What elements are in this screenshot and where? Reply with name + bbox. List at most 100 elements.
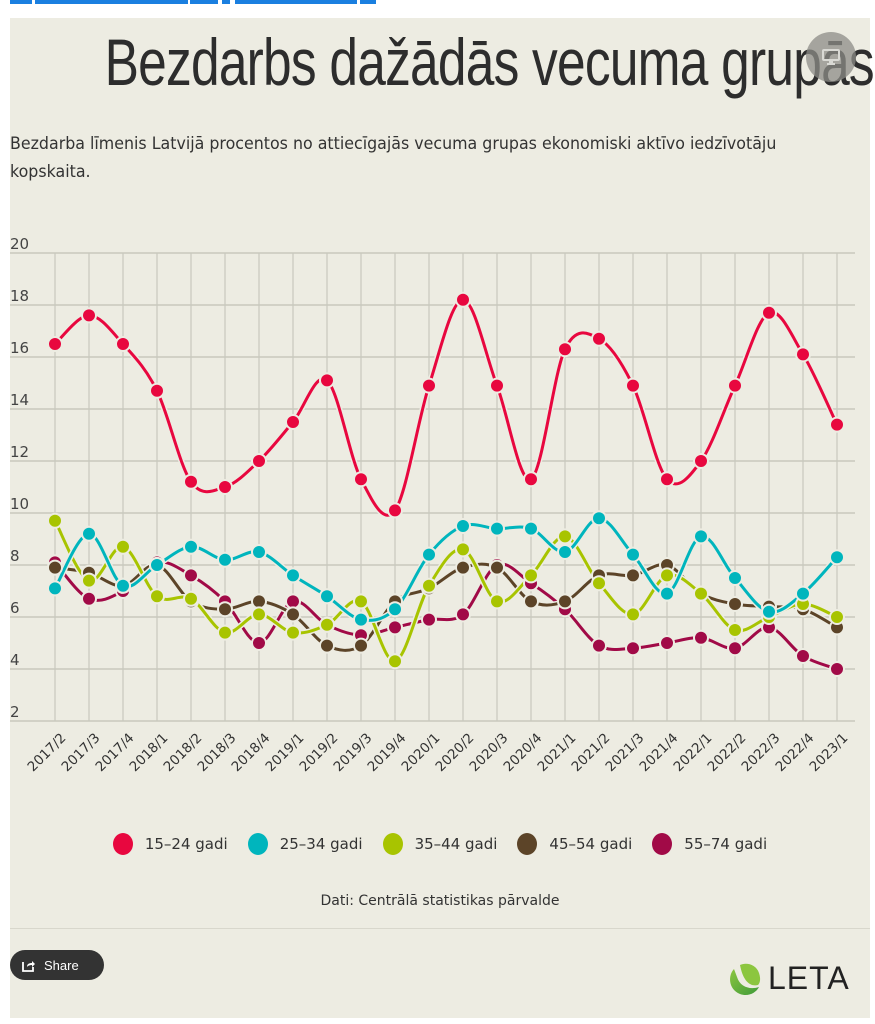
data-point[interactable] bbox=[625, 546, 641, 563]
legend-item[interactable]: 15–24 gadi bbox=[112, 833, 228, 855]
data-point[interactable] bbox=[353, 593, 369, 610]
data-point[interactable] bbox=[795, 585, 811, 602]
top-link-underline[interactable] bbox=[10, 0, 32, 4]
data-point[interactable] bbox=[693, 585, 709, 602]
top-link-underline[interactable] bbox=[222, 0, 230, 4]
data-point[interactable] bbox=[523, 567, 539, 584]
data-point[interactable] bbox=[455, 559, 471, 576]
data-point[interactable] bbox=[625, 567, 641, 584]
data-point[interactable] bbox=[81, 525, 97, 542]
leta-logo[interactable]: LETA bbox=[726, 960, 850, 997]
legend-item[interactable]: 25–34 gadi bbox=[247, 833, 363, 855]
data-point[interactable] bbox=[489, 593, 505, 610]
data-point[interactable] bbox=[557, 544, 573, 560]
data-point[interactable] bbox=[285, 414, 301, 430]
data-point[interactable] bbox=[115, 336, 131, 352]
data-point[interactable] bbox=[81, 572, 97, 589]
data-point[interactable] bbox=[523, 471, 539, 488]
data-point[interactable] bbox=[115, 577, 131, 594]
data-point[interactable] bbox=[455, 541, 471, 558]
data-point[interactable] bbox=[285, 593, 301, 610]
data-point[interactable] bbox=[319, 588, 335, 605]
data-point[interactable] bbox=[251, 544, 267, 560]
data-point[interactable] bbox=[421, 377, 437, 394]
data-point[interactable] bbox=[557, 341, 573, 358]
data-point[interactable] bbox=[47, 512, 63, 529]
data-point[interactable] bbox=[353, 471, 369, 488]
data-point[interactable] bbox=[761, 304, 777, 321]
data-point[interactable] bbox=[727, 596, 743, 612]
data-point[interactable] bbox=[47, 336, 63, 352]
top-link-underline[interactable] bbox=[190, 0, 218, 4]
data-point[interactable] bbox=[353, 637, 369, 654]
data-point[interactable] bbox=[727, 622, 743, 638]
data-point[interactable] bbox=[183, 590, 199, 607]
data-point[interactable] bbox=[421, 546, 437, 563]
data-point[interactable] bbox=[829, 549, 845, 566]
data-point[interactable] bbox=[795, 346, 811, 363]
data-point[interactable] bbox=[693, 453, 709, 469]
data-point[interactable] bbox=[47, 559, 63, 576]
data-point[interactable] bbox=[81, 590, 97, 607]
data-point[interactable] bbox=[421, 611, 437, 628]
data-point[interactable] bbox=[693, 629, 709, 646]
data-point[interactable] bbox=[489, 520, 505, 537]
data-point[interactable] bbox=[217, 479, 233, 495]
data-point[interactable] bbox=[659, 567, 675, 584]
data-point[interactable] bbox=[251, 593, 267, 610]
fullscreen-button[interactable] bbox=[806, 32, 856, 82]
data-point[interactable] bbox=[115, 538, 131, 555]
data-point[interactable] bbox=[455, 606, 471, 623]
data-point[interactable] bbox=[591, 510, 607, 527]
top-link-underline[interactable] bbox=[360, 0, 376, 4]
data-point[interactable] bbox=[625, 606, 641, 623]
legend-item[interactable]: 35–44 gadi bbox=[382, 833, 497, 855]
data-point[interactable] bbox=[489, 377, 505, 394]
data-point[interactable] bbox=[387, 619, 403, 636]
data-point[interactable] bbox=[727, 570, 743, 586]
data-point[interactable] bbox=[455, 518, 471, 534]
data-point[interactable] bbox=[251, 635, 267, 651]
data-point[interactable] bbox=[319, 616, 335, 633]
data-point[interactable] bbox=[81, 307, 97, 324]
data-point[interactable] bbox=[591, 575, 607, 592]
top-link-underline[interactable] bbox=[35, 0, 188, 4]
data-point[interactable] bbox=[659, 635, 675, 651]
data-point[interactable] bbox=[557, 528, 573, 545]
data-point[interactable] bbox=[353, 611, 369, 628]
data-point[interactable] bbox=[319, 372, 335, 389]
data-point[interactable] bbox=[285, 606, 301, 623]
data-point[interactable] bbox=[387, 653, 403, 670]
data-point[interactable] bbox=[829, 609, 845, 625]
data-point[interactable] bbox=[149, 382, 165, 399]
data-point[interactable] bbox=[319, 637, 335, 654]
data-point[interactable] bbox=[285, 567, 301, 584]
legend-item[interactable]: 55–74 gadi bbox=[652, 833, 767, 855]
data-point[interactable] bbox=[591, 637, 607, 654]
data-point[interactable] bbox=[625, 640, 641, 657]
data-point[interactable] bbox=[217, 624, 233, 641]
top-link-underline[interactable] bbox=[235, 0, 357, 4]
data-point[interactable] bbox=[47, 580, 63, 597]
data-point[interactable] bbox=[761, 603, 777, 620]
data-point[interactable] bbox=[795, 648, 811, 664]
data-point[interactable] bbox=[829, 661, 845, 677]
data-point[interactable] bbox=[183, 538, 199, 555]
share-button[interactable]: Share bbox=[10, 950, 104, 980]
data-point[interactable] bbox=[659, 585, 675, 602]
data-point[interactable] bbox=[421, 577, 437, 594]
data-point[interactable] bbox=[523, 520, 539, 537]
data-point[interactable] bbox=[727, 377, 743, 394]
data-point[interactable] bbox=[183, 567, 199, 584]
data-point[interactable] bbox=[251, 453, 267, 469]
data-point[interactable] bbox=[489, 559, 505, 576]
data-point[interactable] bbox=[217, 601, 233, 618]
data-point[interactable] bbox=[659, 471, 675, 488]
data-point[interactable] bbox=[387, 502, 403, 519]
data-point[interactable] bbox=[251, 606, 267, 623]
data-point[interactable] bbox=[591, 330, 607, 347]
data-point[interactable] bbox=[455, 291, 471, 308]
data-point[interactable] bbox=[829, 416, 845, 433]
data-point[interactable] bbox=[149, 588, 165, 605]
data-point[interactable] bbox=[183, 473, 199, 490]
